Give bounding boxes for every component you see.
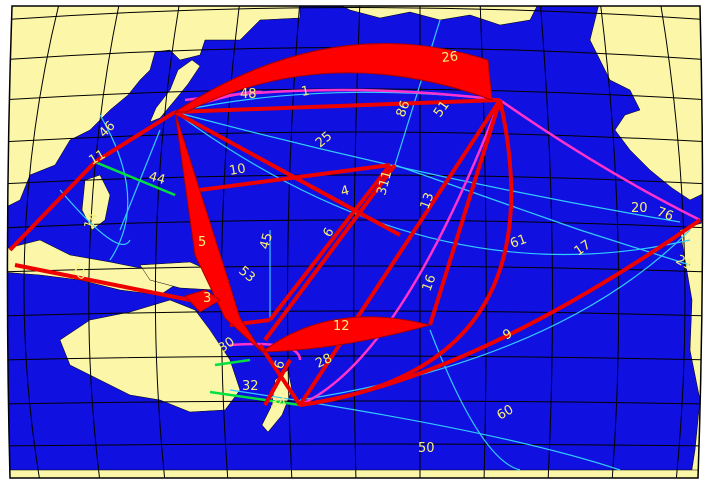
route-label: 44	[147, 169, 167, 188]
land-americas-south	[679, 219, 703, 478]
land-north-america	[589, 6, 703, 201]
flow-3-tail	[184, 289, 221, 313]
route-label: 48	[240, 87, 257, 102]
route-label: 28	[313, 351, 334, 372]
route-label: 5	[198, 235, 206, 250]
route-label: 86	[394, 99, 414, 120]
route-label: 26	[441, 49, 459, 66]
route-label: 21	[673, 252, 695, 273]
land-japan	[149, 59, 201, 123]
route-label: 20	[631, 201, 648, 216]
route-label: 14	[82, 211, 102, 232]
route-label: 60	[495, 402, 517, 423]
route-label: 76	[655, 205, 676, 225]
route-label: 45	[257, 231, 276, 251]
flow-26	[173, 43, 493, 113]
map-outline	[6, 5, 704, 479]
route-label: 32	[242, 379, 259, 394]
flow-12	[260, 316, 432, 353]
land-philippines	[81, 174, 111, 231]
route-label: 50	[418, 441, 435, 456]
route-label: 61	[508, 232, 529, 252]
land-indonesia	[7, 239, 176, 296]
route-labels: 26 48 1 86 51 46 11 44 10 25 4 311 13 20…	[67, 49, 694, 456]
land-australia	[59, 299, 241, 413]
route-label: 3	[203, 291, 211, 306]
route-label: 10	[228, 161, 247, 179]
route-label: 11	[87, 147, 109, 168]
route-label: 4	[339, 183, 351, 200]
route-label: 16	[420, 273, 440, 294]
route-label: 34	[270, 396, 287, 411]
land-asia	[7, 6, 301, 211]
routes-major	[173, 43, 493, 353]
routes-red	[8, 98, 702, 407]
route-label: 1	[300, 84, 311, 100]
route-label: 311	[374, 169, 395, 197]
route-label: 12	[333, 319, 350, 334]
route-label: 13	[418, 191, 438, 212]
